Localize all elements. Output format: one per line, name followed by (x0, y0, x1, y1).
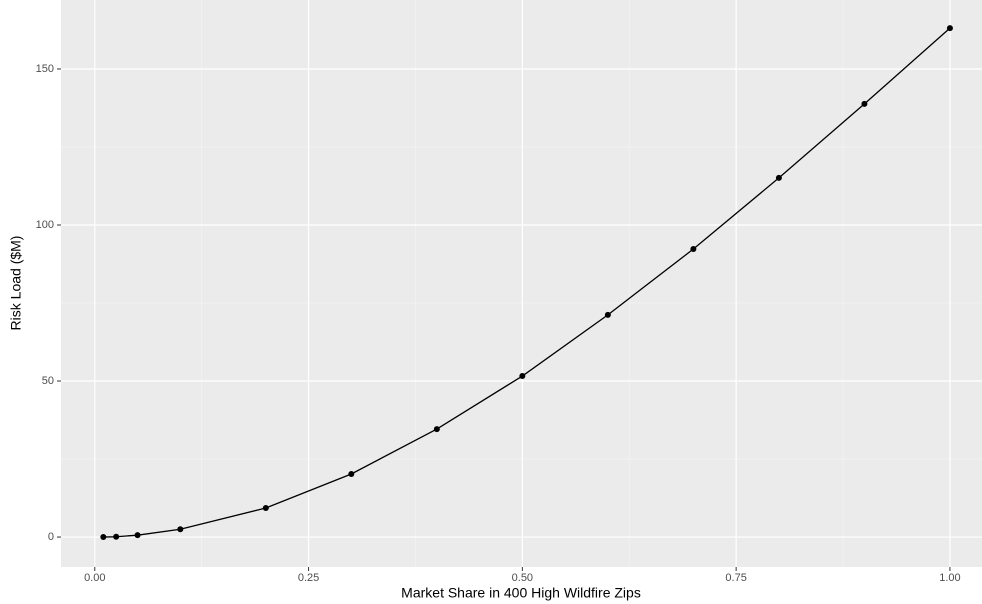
x-tick-label: 0.00 (84, 572, 105, 584)
point (690, 246, 697, 253)
point (433, 426, 440, 433)
y-tick-label: 0 (48, 531, 54, 543)
y-axis-title: Risk Load ($M) (8, 236, 24, 331)
x-tick-label: 0.25 (298, 572, 319, 584)
point (100, 534, 107, 541)
point (775, 174, 782, 181)
x-axis-title: Market Share in 400 High Wildfire Zips (401, 585, 641, 601)
x-tick-label: 1.00 (939, 572, 960, 584)
x-tick-label: 0.75 (725, 572, 746, 584)
point (113, 533, 120, 540)
panel (61, 0, 982, 567)
y-tick-label: 50 (42, 375, 54, 387)
y-tick-label: 150 (36, 63, 54, 75)
y-tick-label: 100 (36, 219, 54, 231)
point (861, 100, 868, 107)
point (262, 505, 269, 512)
x-tick-label: 0.50 (512, 572, 533, 584)
point (134, 532, 141, 539)
point (946, 25, 953, 32)
point (177, 526, 184, 533)
point (519, 373, 526, 380)
point (348, 471, 355, 478)
point (604, 311, 611, 318)
